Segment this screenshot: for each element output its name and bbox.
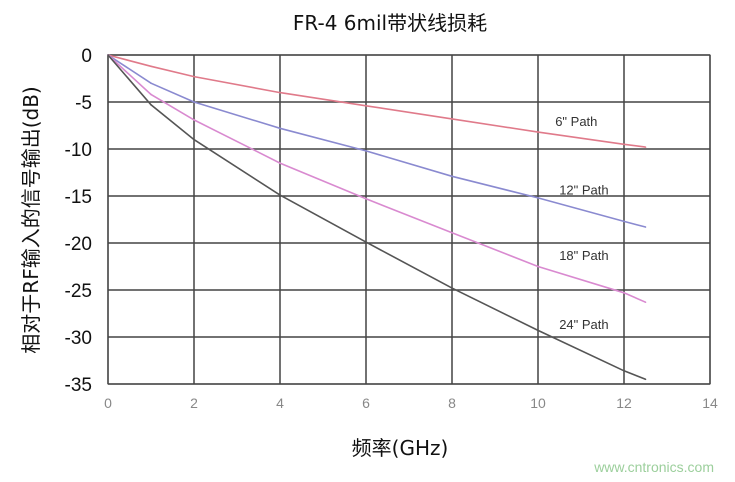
watermark: www.cntronics.com — [593, 459, 714, 475]
data-point — [150, 93, 152, 96]
data-point — [279, 194, 281, 196]
series-line — [107, 54, 646, 303]
y-tick-label: -30 — [65, 328, 92, 349]
x-tick-label: 14 — [702, 395, 718, 411]
series-lines — [107, 54, 647, 381]
series-label: 18" Path — [559, 248, 608, 263]
data-point — [107, 54, 109, 56]
y-tick-label: -25 — [65, 281, 92, 302]
data-point — [537, 197, 539, 199]
data-point — [644, 226, 647, 228]
data-point — [150, 82, 152, 84]
data-point — [193, 138, 195, 141]
data-point — [279, 127, 281, 130]
data-point — [150, 65, 152, 68]
y-tick-label: -20 — [65, 234, 92, 255]
series-label: 12" Path — [559, 182, 608, 197]
data-point — [623, 143, 625, 146]
data-point — [451, 231, 453, 234]
data-point — [279, 162, 281, 164]
data-point — [451, 118, 453, 120]
y-tick-label: -15 — [65, 187, 92, 208]
x-axis-label: 频率(GHz) — [352, 436, 449, 460]
y-tick-label: -10 — [65, 140, 92, 161]
y-axis-label: 相对于RF输入的信号输出(dB) — [19, 86, 43, 353]
data-point — [537, 265, 539, 268]
series-label: 24" Path — [559, 317, 608, 332]
data-point — [365, 241, 367, 243]
x-tick-label: 2 — [190, 395, 198, 411]
data-point — [623, 370, 625, 372]
grid — [107, 54, 711, 385]
series-line — [107, 54, 646, 148]
data-point — [644, 301, 647, 304]
data-point — [365, 104, 367, 107]
x-tick-label: 6 — [362, 395, 370, 411]
y-ticks: 0 -5 -10 -15 -20 -25 -30 -35 — [65, 46, 92, 396]
x-tick-label: 4 — [276, 395, 284, 411]
series-line — [107, 54, 646, 228]
x-tick-label: 0 — [104, 395, 112, 411]
series-label: 6" Path — [555, 114, 597, 129]
x-ticks: 0 2 4 6 8 10 12 14 — [104, 395, 718, 411]
data-point — [644, 146, 647, 148]
data-point — [193, 119, 195, 121]
x-tick-label: 8 — [448, 395, 456, 411]
data-point — [451, 175, 453, 178]
x-tick-label: 12 — [616, 395, 632, 411]
y-tick-label: -5 — [75, 93, 92, 114]
data-point — [150, 104, 152, 106]
y-tick-label: -35 — [65, 375, 92, 396]
data-point — [537, 329, 539, 332]
data-point — [537, 131, 539, 133]
x-tick-label: 10 — [530, 395, 546, 411]
data-point — [623, 220, 625, 223]
data-point — [279, 91, 281, 94]
data-point — [451, 287, 453, 289]
data-point — [623, 292, 625, 294]
series-labels: 6" Path 12" Path 18" Path 24" Path — [555, 114, 608, 332]
data-point — [193, 101, 195, 103]
y-tick-label: 0 — [81, 46, 92, 67]
data-point — [365, 150, 367, 152]
data-point — [193, 75, 195, 78]
chart-title: FR-4 6mil带状线损耗 — [293, 11, 487, 35]
data-point — [644, 378, 647, 381]
data-point — [365, 198, 367, 200]
